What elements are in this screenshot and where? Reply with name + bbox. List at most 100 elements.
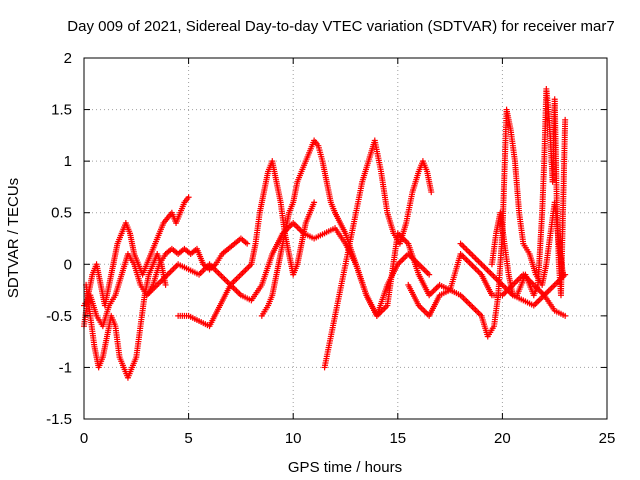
data-point <box>538 289 545 296</box>
data-point <box>225 280 232 287</box>
data-point <box>462 245 469 252</box>
data-point <box>472 265 479 272</box>
data-point <box>532 301 539 308</box>
data-point <box>465 258 472 265</box>
y-axis-label: SDTVAR / TECUs <box>5 178 22 298</box>
grid-lines <box>84 58 607 419</box>
data-point <box>240 268 247 275</box>
data-point <box>485 268 492 275</box>
data-point <box>473 267 480 274</box>
data-point <box>466 249 473 256</box>
data-point <box>471 264 478 271</box>
data-point <box>429 289 436 296</box>
data-point <box>463 246 470 253</box>
data-point <box>402 237 409 244</box>
data-point <box>169 267 176 274</box>
data-point <box>233 276 240 283</box>
x-tick-label: 5 <box>184 430 192 447</box>
data-point <box>397 258 404 265</box>
data-point <box>230 278 237 285</box>
data-point <box>423 309 430 316</box>
data-point <box>469 262 476 269</box>
data-point <box>460 295 467 302</box>
data-point <box>545 287 552 294</box>
data-point <box>463 256 470 263</box>
data-point <box>216 271 223 278</box>
data-point <box>162 281 169 288</box>
data-point <box>231 277 238 284</box>
data-point <box>423 268 430 275</box>
data-point <box>459 242 466 249</box>
data-point <box>469 252 476 259</box>
data-point <box>475 258 482 265</box>
x-tick-label: 15 <box>389 430 406 447</box>
y-tick-label: 1 <box>64 153 72 170</box>
data-point <box>490 273 497 280</box>
data-point <box>548 284 555 291</box>
data-point <box>472 306 479 313</box>
data-point <box>538 295 545 302</box>
series-track-k <box>457 240 569 319</box>
data-point <box>457 240 464 247</box>
data-point <box>293 222 300 229</box>
y-tick-label: 1.5 <box>51 102 72 119</box>
x-axis-label: GPS time / hours <box>288 459 402 476</box>
data-point <box>426 271 433 278</box>
data-point <box>400 255 407 262</box>
series-track-j <box>488 85 569 299</box>
x-tick-label: 10 <box>285 430 302 447</box>
x-tick-label: 20 <box>494 430 511 447</box>
data-point <box>472 255 479 262</box>
data-point <box>157 278 164 285</box>
data-marks <box>81 85 569 381</box>
data-point <box>234 289 241 296</box>
data-point <box>482 265 489 272</box>
data-point <box>237 271 244 278</box>
data-point <box>469 304 476 311</box>
y-tick-label: -0.5 <box>46 308 72 325</box>
data-point <box>476 259 483 266</box>
y-tick-label: -1 <box>59 359 72 376</box>
data-point <box>233 287 240 294</box>
data-point <box>468 250 475 257</box>
data-point <box>488 271 495 278</box>
data-point <box>234 274 241 281</box>
series-track-f <box>258 137 339 319</box>
data-point <box>462 296 469 303</box>
data-point <box>421 308 428 315</box>
data-point <box>471 305 478 312</box>
data-point <box>499 281 506 288</box>
data-point <box>221 276 228 283</box>
data-point <box>466 301 473 308</box>
axis-ticks: 0 5 10 15 20 25 -1.5 -1 -0.5 0 0.5 1 1.5 2 <box>46 50 615 447</box>
chart-title: Day 009 of 2021, Sidereal Day-to-day VTE… <box>67 18 614 35</box>
data-point <box>473 256 480 263</box>
data-point <box>215 270 222 277</box>
data-point <box>481 264 488 271</box>
data-point <box>170 265 177 272</box>
data-point <box>218 273 225 280</box>
data-point <box>562 312 569 319</box>
data-point <box>553 280 560 287</box>
data-point <box>475 268 482 275</box>
data-point <box>424 270 431 277</box>
data-point <box>420 306 427 313</box>
plot-frame <box>83 57 608 420</box>
series-track-b <box>83 250 169 381</box>
data-point <box>547 286 554 293</box>
data-point <box>478 261 485 268</box>
data-point <box>290 220 297 227</box>
data-point <box>222 277 229 284</box>
series-track-d <box>175 158 318 330</box>
data-point <box>291 221 298 228</box>
data-point <box>562 116 569 123</box>
data-point <box>231 286 238 293</box>
data-point <box>536 296 543 303</box>
data-point <box>465 299 472 306</box>
data-point <box>421 267 428 274</box>
data-point <box>402 253 409 260</box>
data-point <box>494 277 501 284</box>
data-point <box>245 264 252 271</box>
data-point <box>463 298 470 305</box>
